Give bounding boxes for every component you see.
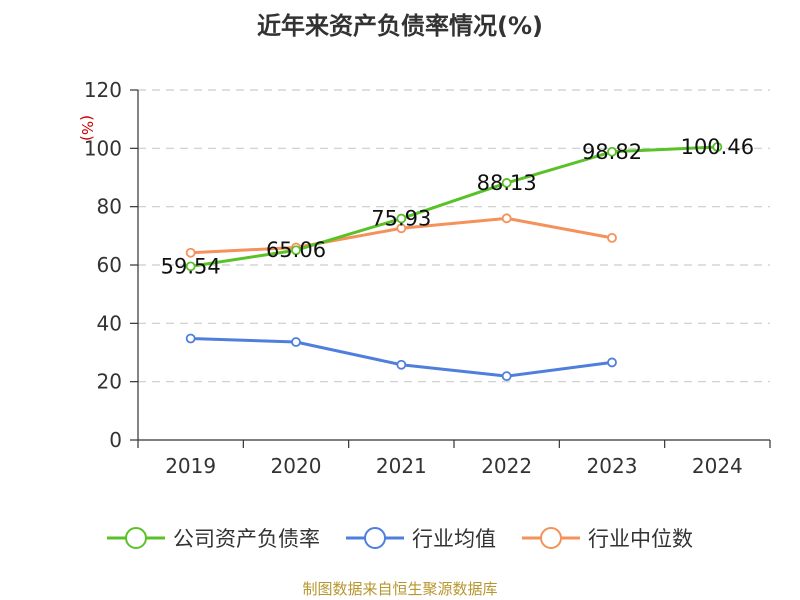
legend-item[interactable]: 行业中位数 <box>522 523 693 553</box>
data-labels: 59.54 65.06 75.93 88.13 98.82 100.46 <box>161 135 754 278</box>
series-line <box>190 145 718 268</box>
x-tick-label: 2023 <box>587 454 638 478</box>
y-tick-label: 20 <box>97 370 122 394</box>
data-point <box>501 178 512 188</box>
x-tick-label: 2021 <box>376 454 427 478</box>
data-point <box>607 232 617 243</box>
y-tick-label: 100 <box>84 136 122 160</box>
data-label: 59.54 <box>161 254 221 278</box>
series-line <box>190 337 613 378</box>
data-point <box>712 142 723 152</box>
legend-marker <box>364 527 386 549</box>
legend-item[interactable]: 行业均值 <box>346 523 496 553</box>
data-point <box>291 337 301 347</box>
y-tick-label: 120 <box>84 78 122 102</box>
data-point <box>185 247 196 258</box>
source-note: 制图数据来自恒生聚源数据库 <box>302 580 498 598</box>
data-point <box>291 245 301 256</box>
data-label: 98.82 <box>582 140 642 164</box>
data-label: 88.13 <box>477 171 537 195</box>
y-tick-label: 60 <box>97 253 122 277</box>
legend-swatch-icon <box>522 527 580 549</box>
x-tick-label: 2019 <box>165 454 216 478</box>
legend-label: 行业均值 <box>412 527 496 551</box>
chart-title: 近年来资产负债率情况(%) <box>257 12 543 40</box>
axes: 0 20 40 60 80 100 120 2019 2020 2021 2022 2023 2024 <box>84 78 771 478</box>
legend-marker <box>125 527 147 549</box>
y-tick-label: 40 <box>97 311 122 335</box>
legend-swatch-icon <box>346 527 404 549</box>
data-point <box>501 213 512 224</box>
data-point <box>396 223 407 234</box>
legend-label: 公司资产负债率 <box>173 527 320 551</box>
data-point <box>501 371 512 382</box>
legend-item[interactable]: 公司资产负债率 <box>107 523 320 553</box>
legend: 公司资产负债率 行业均值 行业中位数 <box>0 520 800 556</box>
grid-lines <box>138 89 770 383</box>
data-label: 65.06 <box>266 238 326 262</box>
y-axis-unit-label: (%) <box>78 115 96 141</box>
data-point <box>607 357 617 368</box>
data-point <box>396 213 407 224</box>
series-lines <box>185 142 723 382</box>
y-tick-label: 80 <box>97 195 122 219</box>
x-tick-label: 2022 <box>481 454 532 478</box>
legend-label: 行业中位数 <box>588 527 693 551</box>
data-point <box>396 359 407 370</box>
legend-marker <box>540 527 562 549</box>
legend-swatch-icon <box>107 527 165 549</box>
data-label: 100.46 <box>681 135 754 159</box>
data-point <box>185 333 196 344</box>
data-label: 75.93 <box>371 207 431 231</box>
x-tick-label: 2024 <box>692 454 743 478</box>
x-tick-label: 2020 <box>271 454 322 478</box>
y-tick-label: 0 <box>109 428 122 452</box>
data-point <box>185 261 196 272</box>
data-point <box>607 146 617 157</box>
